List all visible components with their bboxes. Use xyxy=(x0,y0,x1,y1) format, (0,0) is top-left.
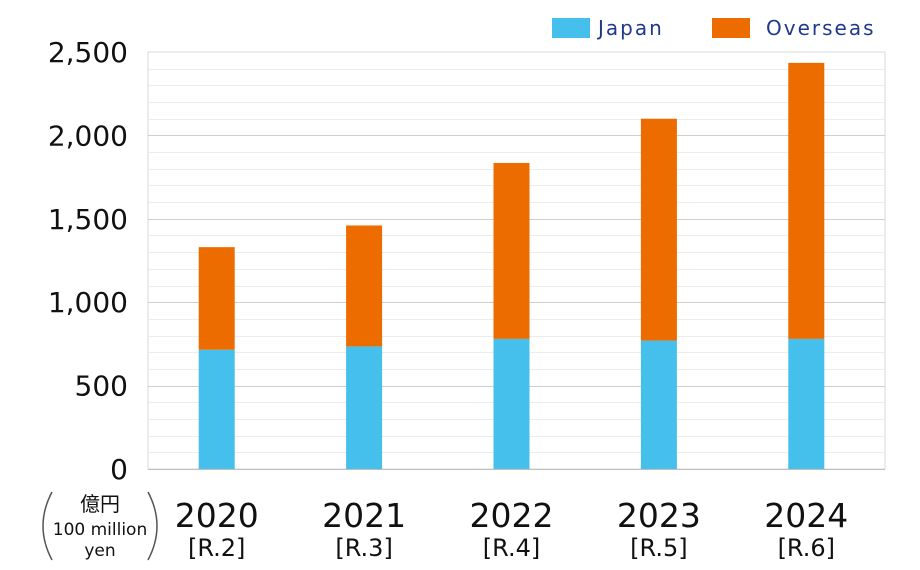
y-tick-label: 0 xyxy=(110,453,128,486)
y-axis-unit-label: 億円 100 million yen xyxy=(42,491,158,561)
bar-overseas-2024 xyxy=(788,62,825,339)
y-tick-label: 1,000 xyxy=(48,286,128,319)
y-axis-tick-labels: 0 500 1,000 1,500 2,000 2,500 xyxy=(48,36,128,486)
x-tick-sublabel: [R.5] xyxy=(630,534,687,562)
x-tick-sublabel: [R.6] xyxy=(778,534,835,562)
bar-japan-2020 xyxy=(198,349,235,469)
legend-swatch-overseas xyxy=(712,18,750,38)
x-tick-label: 2022 xyxy=(470,496,554,535)
bar-overseas-2023 xyxy=(640,118,677,341)
unit-right-paren xyxy=(147,491,158,561)
bar-overseas-2021 xyxy=(346,225,383,347)
x-tick-label: 2023 xyxy=(617,496,701,535)
unit-label-jp: 億円 xyxy=(80,492,120,516)
x-tick-sublabel: [R.2] xyxy=(188,534,245,562)
bar-japan-2022 xyxy=(493,338,530,469)
legend-swatch-japan xyxy=(552,18,590,38)
legend-label-japan: Japan xyxy=(596,16,664,40)
x-tick-sublabel: [R.4] xyxy=(483,534,540,562)
bar-japan-2023 xyxy=(640,340,677,469)
x-axis-tick-labels: 2020[R.2] 2021[R.3] 2022[R.4] 2023[R.5] 2024… xyxy=(175,496,849,562)
unit-label-en-line1: 100 million xyxy=(53,520,147,540)
bar-overseas-2020 xyxy=(198,247,235,350)
bar-overseas-2022 xyxy=(493,162,530,339)
x-tick-label: 2021 xyxy=(322,496,406,535)
y-tick-label: 2,000 xyxy=(48,119,128,152)
x-tick-label: 2020 xyxy=(175,496,259,535)
y-tick-label: 1,500 xyxy=(48,203,128,236)
y-tick-label: 500 xyxy=(75,370,128,403)
legend: Japan Overseas xyxy=(552,16,876,40)
y-tick-label: 2,500 xyxy=(48,36,128,69)
bar-japan-2021 xyxy=(346,346,383,469)
unit-left-paren xyxy=(42,491,53,561)
bar-japan-2024 xyxy=(788,338,825,469)
x-tick-sublabel: [R.3] xyxy=(335,534,392,562)
legend-label-overseas: Overseas xyxy=(766,16,876,40)
unit-label-en-line2: yen xyxy=(84,541,115,561)
bars xyxy=(198,62,825,469)
x-tick-label: 2024 xyxy=(764,496,848,535)
